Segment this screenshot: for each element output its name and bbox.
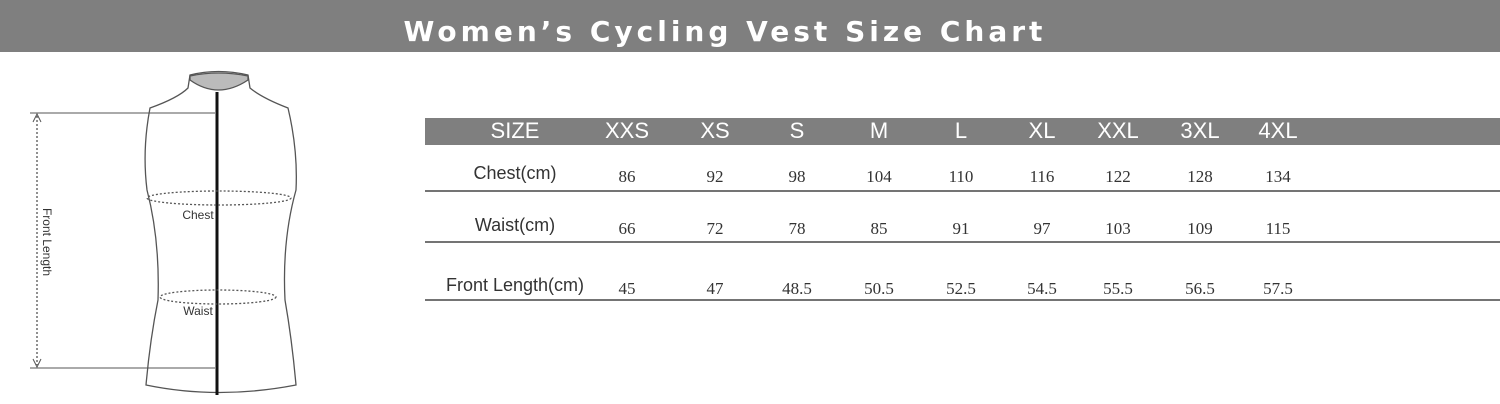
cell: 92 [707,167,724,186]
header-cell: SIZE [491,118,540,143]
table-header-bar [425,118,1500,145]
title-bar [0,0,1500,52]
cell: 47 [707,279,725,298]
header-cell: S [790,118,805,143]
header-cell: XXS [605,118,649,143]
vest-outline [144,70,297,394]
row-label: Chest(cm) [473,163,556,183]
vest-diagram [30,70,297,395]
cell: 115 [1266,219,1291,238]
cell: 110 [949,167,974,186]
cell: 78 [789,219,806,238]
header-cell: 3XL [1180,118,1219,143]
waist-label: Waist [183,304,213,318]
title: Women’s Cycling Vest Size Chart [404,15,1047,48]
cell: 56.5 [1185,279,1215,298]
cell: 57.5 [1263,279,1293,298]
table: SIZE XXS XS S M L XL XXL 3XL 4XL Chest(cm) 86 92 98 10… [425,118,1500,301]
header-cell: L [955,118,967,143]
cell: 104 [866,167,892,186]
header-cell: XL [1029,118,1056,143]
cell: 91 [953,219,970,238]
cell: 45 [619,279,636,298]
cell: 134 [1265,167,1291,186]
chest-measure [146,190,292,206]
collar [189,72,249,91]
cell: 85 [871,219,888,238]
cell: 128 [1187,167,1213,186]
front-length-label: Front Length [40,208,54,276]
cell: 116 [1030,167,1055,186]
header-cell: XS [700,118,729,143]
cell: 54.5 [1027,279,1057,298]
cell: 50.5 [864,279,894,298]
cell: 52.5 [946,279,976,298]
row-label: Front Length(cm) [446,275,584,295]
cell: 97 [1034,219,1052,238]
waist-measure [159,289,277,305]
header-cell: M [870,118,888,143]
length-arrows [32,112,42,369]
cell: 122 [1105,167,1131,186]
cell: 103 [1105,219,1131,238]
cell: 66 [619,219,636,238]
row-label: Waist(cm) [475,215,555,235]
header-cell: XXL [1097,118,1139,143]
chest-label: Chest [182,208,214,222]
cell: 86 [619,167,636,186]
cell: 72 [707,219,724,238]
header-cell: 4XL [1258,118,1297,143]
cell: 55.5 [1103,279,1133,298]
cell: 98 [789,167,806,186]
cell: 48.5 [782,279,812,298]
cell: 109 [1187,219,1213,238]
